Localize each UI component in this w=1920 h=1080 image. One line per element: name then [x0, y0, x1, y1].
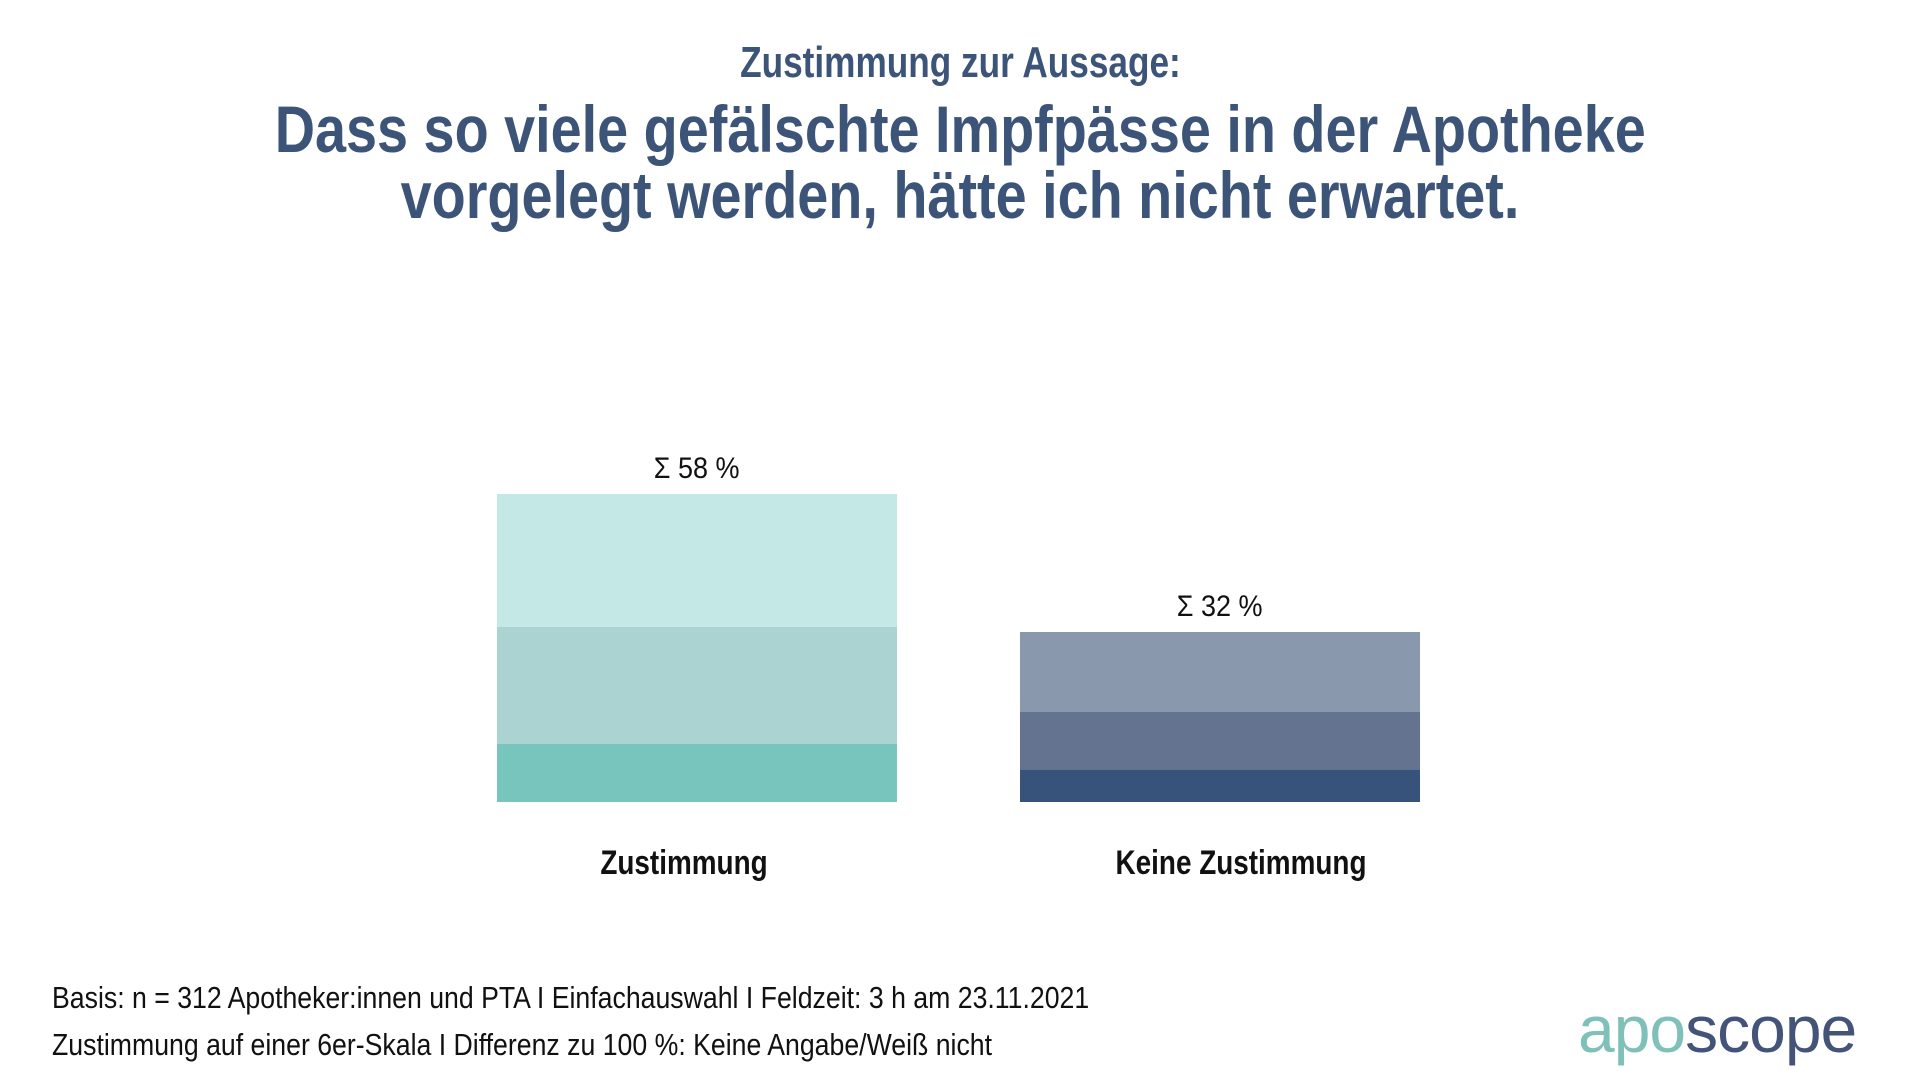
chart-subtitle: Zustimmung zur Aussage: [0, 38, 1920, 88]
bar-total-text: Σ 32 % [1177, 590, 1263, 624]
footer-basis-note: Basis: n = 312 Apotheker:innen und PTA I… [52, 980, 1090, 1015]
logo-part-apo: apo [1578, 992, 1686, 1066]
bar-total-text: Σ 58 % [654, 452, 740, 486]
chart-subtitle-text: Zustimmung zur Aussage: [739, 38, 1181, 87]
bar-segment [497, 494, 897, 627]
chart-title-line-1: Dass so viele gefälschte Impfpässe in de… [0, 96, 1920, 162]
bar-segment [1020, 632, 1420, 712]
bar-total-label: Σ 58 % [497, 452, 897, 486]
aposcope-logo: aposcope [1578, 996, 1857, 1062]
chart-title-text-2: vorgelegt werden, hätte ich nicht erwart… [400, 158, 1520, 232]
footer-scale-note: Zustimmung auf einer 6er-Skala I Differe… [52, 1027, 993, 1062]
category-label-text: Zustimmung [600, 844, 768, 882]
bar-segment [497, 743, 897, 802]
category-label-text: Keine Zustimmung [1115, 844, 1367, 882]
chart-title-text-1: Dass so viele gefälschte Impfpässe in de… [274, 92, 1646, 166]
bar-total-label: Σ 32 % [1020, 590, 1420, 624]
chart-title-line-2: vorgelegt werden, hätte ich nicht erwart… [0, 162, 1920, 228]
logo-part-scope: scope [1685, 992, 1857, 1066]
bar-segment [497, 626, 897, 744]
category-label: Keine Zustimmung [991, 844, 1491, 883]
category-label: Zustimmung [434, 844, 934, 883]
bar-segment [1020, 770, 1420, 802]
bar-segment [1020, 711, 1420, 771]
